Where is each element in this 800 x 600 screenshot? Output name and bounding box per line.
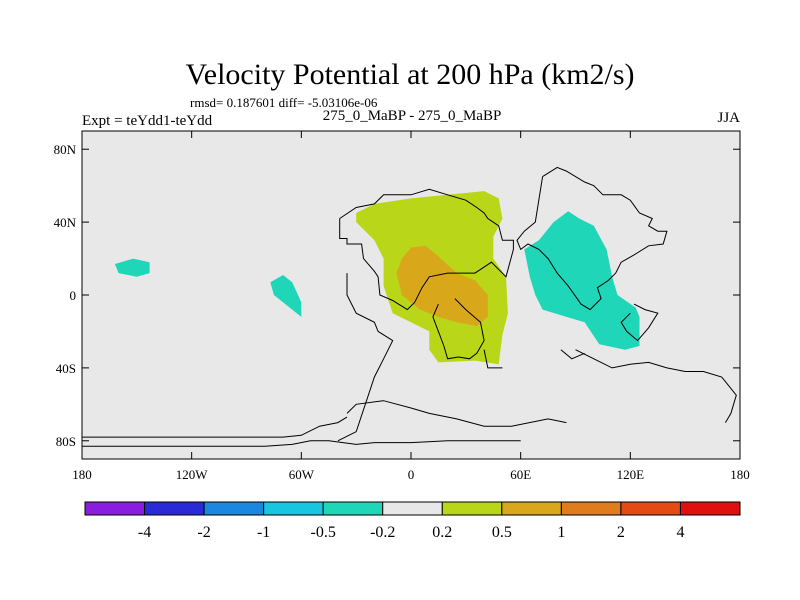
colorbar-swatch [322,501,384,516]
colorbar-label: 0.2 [432,524,452,541]
y-tick-label: 80S [56,434,76,449]
stats-text: rmsd= 0.187601 diff= -5.03106e-06 [190,95,378,110]
x-tick-label: 120W [176,467,209,482]
region-negative-atlantic [270,275,302,317]
x-tick-label: 60W [289,467,315,482]
contour-regions [114,191,640,365]
colorbar-swatch [560,501,622,516]
colorbar-swatch [144,501,205,516]
coastline-3 [483,349,503,369]
colorbar-swatch [620,501,681,516]
x-tick-label: 180 [730,467,750,482]
center-label: 275_0_MaBP - 275_0_MaBP [323,108,502,124]
right-label: JJA [717,110,740,126]
coastline-10 [82,440,521,447]
y-tick-label: 40S [56,361,76,376]
colorbar-label: 1 [557,524,565,541]
axis-ticks: 180 120W 60W 0 60E 120E 180 80N 40N 0 40S 80S [54,131,750,482]
colorbar-label: -4 [138,524,151,541]
colorbar: -4 -2 -1 -0.5 -0.2 0.2 0.5 1 2 4 [84,501,741,541]
coastline-5 [620,303,659,342]
colorbar-label: -0.5 [311,524,336,541]
colorbar-swatch [679,501,741,516]
colorbar-swatch [84,501,146,516]
colorbar-swatch [441,501,503,516]
y-tick-label: 0 [70,288,77,303]
region-negative-pacific [114,258,150,277]
colorbar-label: -0.2 [370,524,395,541]
colorbar-label: 2 [617,524,625,541]
coastline-0 [339,188,514,311]
y-tick-label: 80N [54,142,77,157]
colorbar-swatch [501,501,562,516]
coastlines [82,166,737,447]
y-tick-label: 40N [54,215,77,230]
colorbar-swatch [203,501,265,516]
colorbar-swatch [382,501,443,516]
colorbar-label: -2 [197,524,210,541]
x-tick-label: 120E [617,467,645,482]
coastline-8 [346,400,567,427]
colorbar-label: -1 [257,524,270,541]
x-tick-label: 0 [408,467,415,482]
coastline-2 [432,298,485,360]
chart-title: Velocity Potential at 200 hPa (km2/s) [185,58,634,91]
coastline-6 [575,349,737,423]
x-tick-label: 180 [72,467,92,482]
coastline-1 [337,273,394,442]
left-label: Expt = teYdd1-teYdd [82,113,213,129]
colorbar-label: 0.5 [492,524,512,541]
coastline-9 [82,416,348,438]
x-tick-label: 60E [510,467,531,482]
region-positive-core [396,245,488,326]
colorbar-label: 4 [676,524,684,541]
region-negative-asia [524,211,640,350]
map-plot-area: 180 120W 60W 0 60E 120E 180 80N 40N 0 40S 80S [54,130,750,482]
coastline-7 [560,349,585,360]
coastline-4 [516,166,668,311]
colorbar-swatch [263,501,324,516]
